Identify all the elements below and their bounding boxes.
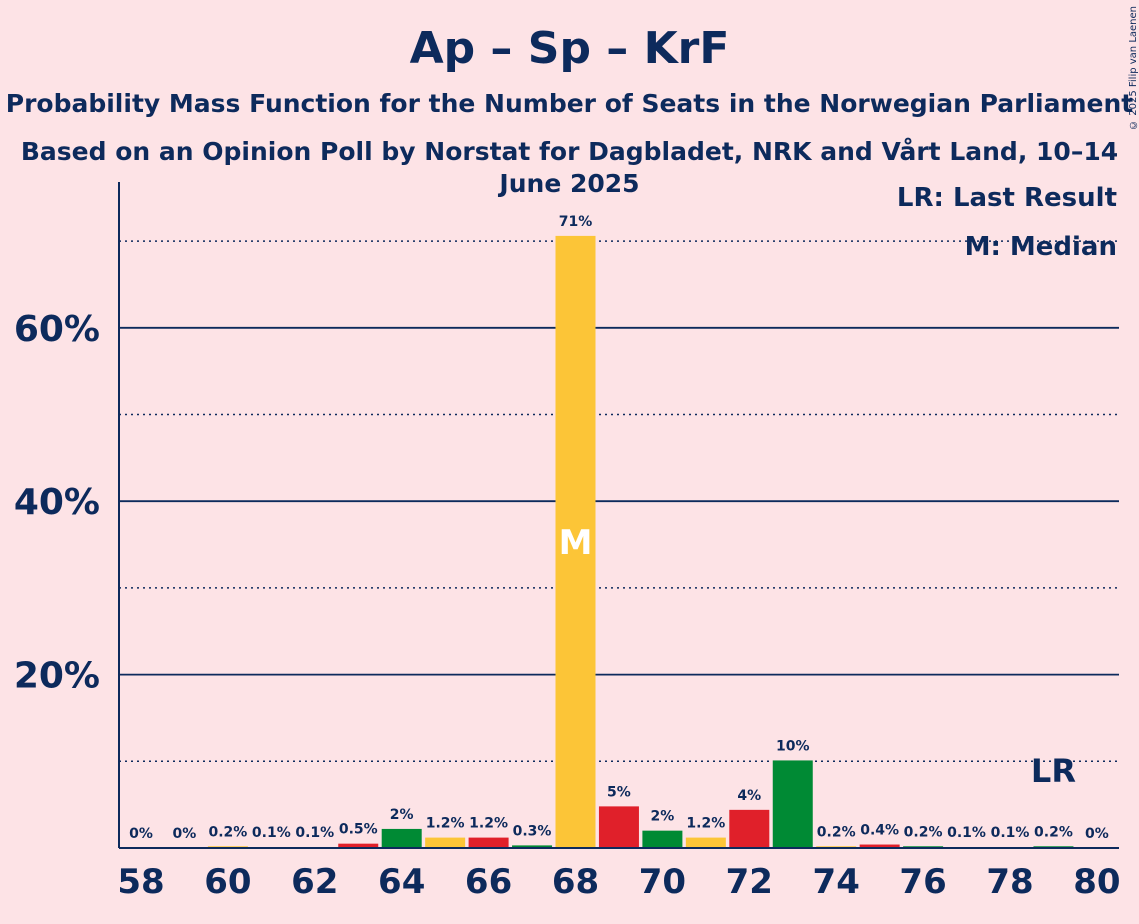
x-tick-label: 62 — [291, 862, 338, 902]
bar — [555, 235, 596, 848]
x-tick-label: 60 — [204, 862, 251, 902]
chart-subtitle: Probability Mass Function for the Number… — [5, 89, 1134, 118]
bar — [642, 830, 683, 848]
x-tick-label: 72 — [726, 862, 773, 902]
y-tick-label: 20% — [14, 656, 100, 697]
bar — [468, 837, 509, 848]
data-label: 0.2% — [208, 824, 247, 840]
x-tick-label: 80 — [1073, 862, 1120, 902]
bar — [685, 837, 726, 848]
data-label: 2% — [651, 809, 675, 825]
data-label: 10% — [776, 738, 810, 754]
data-label: 0.2% — [817, 824, 856, 840]
x-tick-label: 70 — [639, 862, 686, 902]
chart-subtitle-source: Based on an Opinion Poll by Norstat for … — [20, 137, 1119, 198]
bar — [859, 844, 900, 848]
y-tick-label: 60% — [14, 309, 100, 350]
x-tick-label: 66 — [465, 862, 512, 902]
data-label: 0.3% — [513, 823, 552, 839]
last-result-marker: LR — [1031, 752, 1076, 790]
legend-median: M: Median — [964, 232, 1117, 262]
data-label: 0.2% — [1034, 824, 1073, 840]
bar — [425, 837, 466, 848]
data-label: 0.2% — [904, 824, 943, 840]
x-tick-label: 64 — [378, 862, 425, 902]
x-tick-label: 68 — [552, 862, 599, 902]
data-label: 0% — [1085, 826, 1109, 842]
x-tick-label: 76 — [899, 862, 946, 902]
data-label: 0.1% — [252, 825, 291, 841]
x-tick-label: 58 — [117, 862, 164, 902]
data-label: 5% — [607, 784, 631, 800]
x-tick-label: 74 — [813, 862, 860, 902]
legend-last-result: LR: Last Result — [896, 183, 1117, 213]
data-label: 71% — [559, 214, 593, 230]
data-label: 0.1% — [295, 825, 334, 841]
data-label: 0% — [129, 826, 153, 842]
data-label: 1.2% — [426, 816, 465, 832]
bar — [512, 845, 553, 848]
data-label: 0.4% — [860, 823, 899, 839]
data-label: 1.2% — [686, 816, 725, 832]
data-label: 0.1% — [947, 825, 986, 841]
chart-title: Ap – Sp – KrF — [409, 23, 730, 74]
bar — [729, 809, 770, 848]
bar — [338, 843, 379, 848]
bar — [598, 806, 639, 848]
bar — [772, 760, 813, 848]
data-label: 1.2% — [469, 816, 508, 832]
x-tick-label: 78 — [986, 862, 1033, 902]
data-label: 0% — [173, 826, 197, 842]
y-tick-label: 40% — [14, 482, 100, 523]
data-label: 4% — [737, 788, 761, 804]
data-label: 0.1% — [991, 825, 1030, 841]
median-marker: M — [559, 523, 593, 563]
bar — [381, 828, 422, 848]
data-label: 0.5% — [339, 822, 378, 838]
data-label: 2% — [390, 807, 414, 823]
